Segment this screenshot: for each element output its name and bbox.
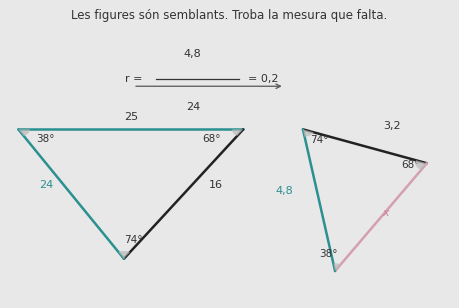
Text: Les figures són semblants. Troba la mesura que falta.: Les figures són semblants. Troba la mesu… xyxy=(72,9,387,22)
Text: x: x xyxy=(382,208,389,217)
Polygon shape xyxy=(333,263,341,271)
Text: 4,8: 4,8 xyxy=(276,186,293,196)
Text: 74°: 74° xyxy=(124,235,142,245)
Text: = 0,2: = 0,2 xyxy=(248,74,278,83)
Text: 4,8: 4,8 xyxy=(184,49,202,59)
Text: r =: r = xyxy=(125,74,142,83)
Polygon shape xyxy=(232,129,243,136)
Text: 68°: 68° xyxy=(202,134,220,144)
Text: 3,2: 3,2 xyxy=(384,121,401,131)
Polygon shape xyxy=(18,129,30,136)
Text: 74°: 74° xyxy=(310,135,328,145)
Text: 38°: 38° xyxy=(319,249,337,259)
Text: 38°: 38° xyxy=(37,134,55,144)
Text: 16: 16 xyxy=(209,180,223,190)
Polygon shape xyxy=(118,251,130,259)
Text: 25: 25 xyxy=(124,112,138,122)
Text: 68°: 68° xyxy=(402,160,420,170)
Polygon shape xyxy=(415,160,427,170)
Text: 24: 24 xyxy=(185,102,200,111)
Text: 24: 24 xyxy=(39,180,53,190)
Polygon shape xyxy=(303,129,313,137)
